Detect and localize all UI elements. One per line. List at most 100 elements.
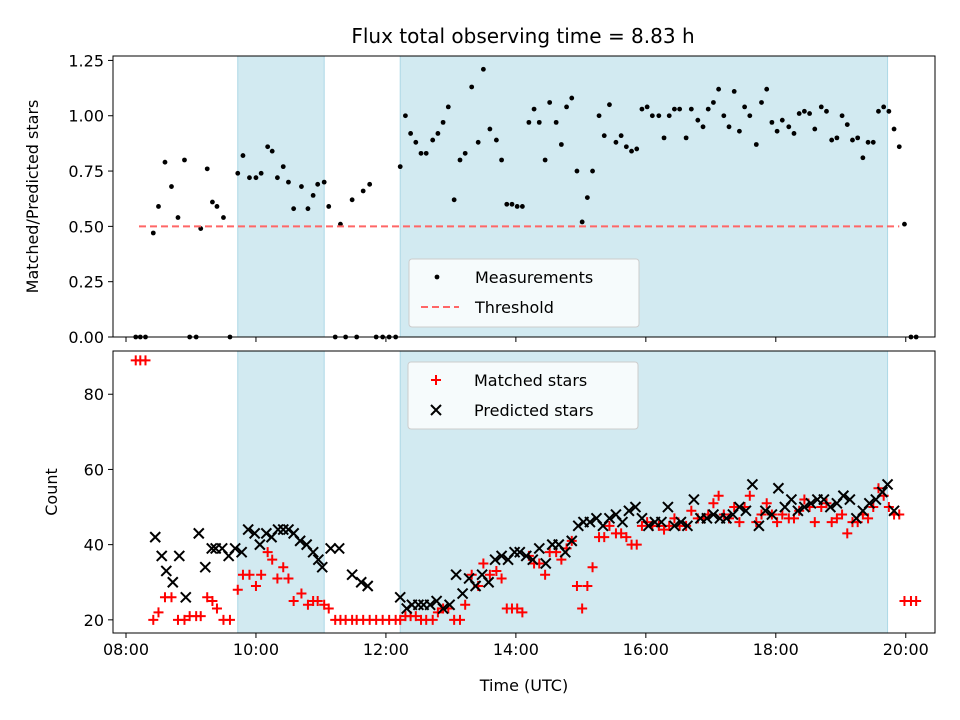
predicted-star-point [527, 553, 539, 566]
measurement-point [596, 113, 602, 119]
predicted-star-point [888, 505, 900, 517]
measurement-point [558, 142, 564, 147]
ratio-x-axis [125, 337, 907, 342]
measurement-point [829, 137, 835, 143]
predicted-star-point [540, 557, 552, 570]
measurement-point [175, 215, 181, 220]
legend-measurements-label: Measurements [475, 268, 593, 287]
measurement-point [731, 89, 737, 94]
measurement-point [457, 157, 463, 163]
measurement-point [286, 179, 291, 185]
measurement-point [531, 106, 537, 112]
matched-star-point [616, 528, 627, 539]
predicted-star-point [844, 493, 856, 506]
y-tick-label: 80 [84, 385, 104, 404]
measurement-point [839, 113, 845, 119]
measurement-point [716, 86, 722, 92]
measurement-point [742, 104, 748, 110]
x-tick-label: 18:00 [753, 640, 799, 659]
measurement-point [156, 204, 161, 209]
matched-star-point [587, 562, 598, 573]
matched-star-point [894, 509, 905, 520]
measurement-point [870, 139, 876, 145]
predicted-star-point [681, 520, 694, 532]
measurement-point [536, 119, 542, 125]
predicted-star-point [508, 546, 521, 558]
measurement-point [514, 204, 520, 209]
predicted-star-point [837, 490, 850, 502]
matched-star-point [148, 614, 159, 625]
measurement-point [747, 113, 753, 119]
measurement-point [737, 128, 742, 134]
measurement-point [210, 199, 215, 205]
predicted-star-point [514, 546, 526, 558]
count-y-axis-label: Count [42, 468, 61, 516]
matched-star-point [621, 532, 632, 543]
measurement-point [440, 119, 446, 125]
measurement-point [683, 135, 689, 141]
predicted-star-point [623, 505, 635, 517]
y-tick-label: 40 [84, 536, 104, 555]
predicted-star-point [603, 512, 616, 525]
measurement-point [430, 137, 436, 143]
predicted-star-point [193, 527, 205, 540]
predicted-star-point [260, 527, 273, 540]
matched-star-point [288, 596, 299, 607]
predicted-star-point [450, 569, 462, 581]
measurement-point [634, 146, 640, 152]
ratio-legend-box [408, 258, 640, 328]
predicted-star-point [355, 576, 367, 588]
predicted-star-point [294, 535, 306, 547]
measurement-point [418, 150, 424, 156]
matched-star-point [244, 569, 255, 580]
predicted-star-point [753, 520, 765, 532]
measurement-point [764, 86, 770, 92]
predicted-star-point [785, 493, 798, 506]
matched-star-point [478, 558, 489, 569]
measurement-point [553, 119, 559, 125]
predicted-star-point [863, 497, 876, 509]
measurement-point [214, 204, 220, 209]
measurement-point [824, 108, 829, 114]
matched-star-point [631, 539, 642, 550]
count-legend: Matched stars Predicted stars [407, 361, 639, 430]
matched-star-point [512, 603, 523, 614]
measurement-point [504, 201, 510, 207]
matched-star-point [278, 562, 289, 573]
predicted-star-point [495, 550, 508, 562]
measurement-point [291, 206, 297, 212]
matched-star-point [659, 524, 670, 535]
predicted-star-point [394, 591, 406, 603]
matched-star-point [837, 509, 848, 520]
ratio-legend: Measurements Threshold [408, 258, 640, 328]
matched-star-point [427, 614, 438, 625]
matched-star-point [491, 565, 502, 576]
measurement-point [865, 139, 871, 145]
measurement-point [299, 184, 304, 189]
matched-star-point [599, 532, 610, 543]
measurement-point [796, 111, 802, 116]
predicted-star-point [180, 591, 192, 603]
measurement-point [349, 197, 355, 203]
predicted-star-point [881, 478, 894, 491]
measurement-point [547, 100, 553, 105]
matched-star-point [734, 517, 745, 528]
matched-star-point [571, 581, 582, 591]
predicted-star-point [412, 599, 425, 611]
matched-star-point [395, 614, 406, 625]
predicted-star-point [307, 546, 319, 558]
matched-star-point [195, 611, 206, 622]
measurement-point [462, 150, 468, 156]
measurement-point [499, 157, 504, 163]
measurement-point [435, 131, 441, 136]
matched-star-point [809, 517, 820, 528]
matched-star-point [686, 505, 697, 516]
measurement-point [844, 122, 850, 127]
measurement-point [240, 153, 246, 158]
measurement-point [574, 168, 580, 174]
predicted-star-point [642, 520, 655, 532]
measurement-point [519, 204, 525, 209]
x-tick-label: 10:00 [233, 640, 279, 659]
y-tick-label: 60 [84, 460, 104, 479]
y-tick-label: 1.00 [68, 107, 104, 126]
